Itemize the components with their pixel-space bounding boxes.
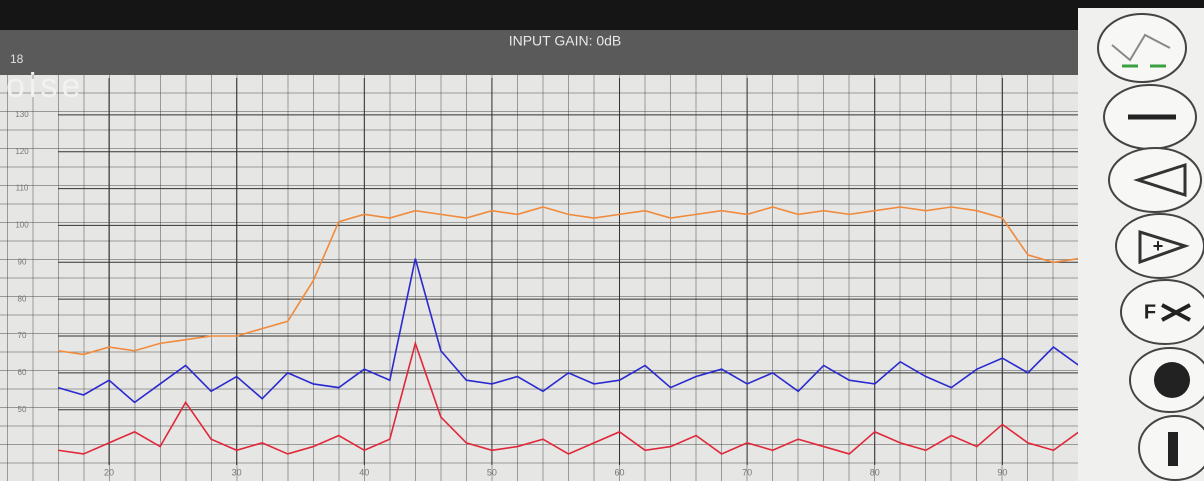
y-tick-label: 90: [18, 257, 27, 266]
icon: [1154, 362, 1190, 398]
x-tick-label: 30: [232, 467, 242, 477]
y-tick-label: 100: [15, 221, 29, 230]
trace: [58, 207, 1130, 354]
y-tick-label: 60: [18, 368, 27, 377]
button[interactable]: [1109, 148, 1201, 212]
x-tick-label: 50: [487, 467, 497, 477]
y-tick-label: 110: [16, 184, 29, 193]
trace: [58, 343, 1130, 454]
y-tick-label: 80: [18, 294, 27, 303]
y-tick-label: 130: [15, 110, 29, 119]
x-tick-label: 70: [742, 467, 752, 477]
bezel: [0, 0, 1204, 30]
button[interactable]: [1098, 14, 1186, 82]
x-tick-label: 90: [997, 467, 1007, 477]
corner-label: 18: [10, 52, 24, 66]
logo: oise: [6, 67, 84, 105]
y-tick-label: 120: [15, 147, 29, 156]
x-tick-label: 60: [615, 467, 625, 477]
trace: [58, 259, 1130, 403]
x-tick-label: 80: [870, 467, 880, 477]
icon: [1168, 432, 1178, 466]
button-label: +: [1153, 236, 1164, 256]
screen: INPUT GAIN: 0dB 18 oise 50 60 70 80 90 100 110…: [0, 0, 1204, 481]
button-label: F: [1144, 301, 1156, 323]
y-tick-label: 70: [18, 331, 27, 340]
header-title: INPUT GAIN: 0dB: [509, 33, 622, 49]
x-tick-label: 20: [104, 467, 114, 477]
chart: INPUT GAIN: 0dB 18 oise 50 60 70 80 90 100 110…: [0, 0, 1204, 481]
y-tick-label: 50: [18, 405, 27, 414]
button[interactable]: [1121, 280, 1204, 344]
x-tick-label: 40: [359, 467, 369, 477]
